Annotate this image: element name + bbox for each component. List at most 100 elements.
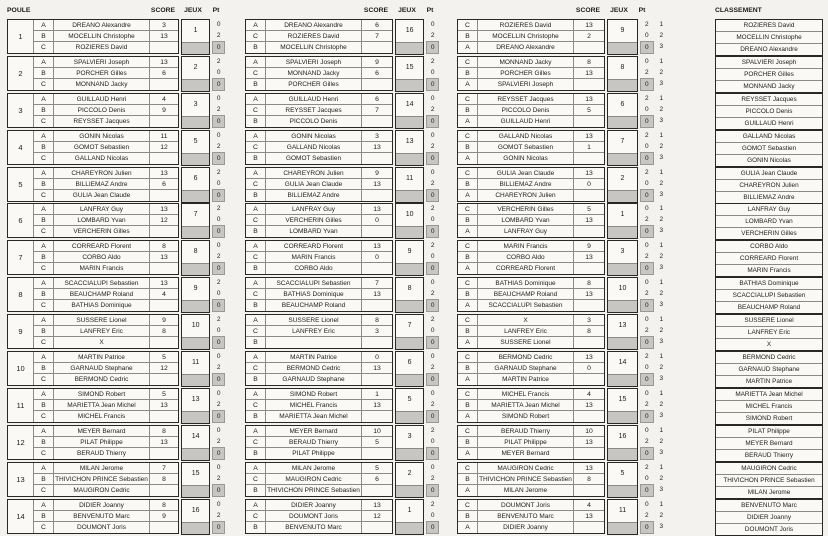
rank-label: 1 [659,94,664,102]
player-letter: B [458,399,478,411]
rank-label: 3 [659,227,664,235]
pool-block-round3: C GALLAND Nicolas 13 B GOMOT Sebastien 1… [457,129,669,167]
score-cell: 10 [574,426,604,437]
player-letter: B [246,78,266,90]
player-letter: A [458,226,478,238]
pt-column: 2 0 0 [640,462,654,497]
pool-block-round3: C BERAUD Thierry 10 B PILAT Philippe 13 … [457,424,669,462]
pt-column: 0 2 0 [212,388,225,423]
rank-column: 1 2 3 [654,499,669,532]
player-letter: A [458,484,478,496]
jeux-number: 5 [182,131,210,154]
pt-value-shaded: 0 [426,262,439,276]
pool-block-round3: C X 3 B LANFREY Eric 8 A SUSSERE Lionel … [457,314,669,351]
rank-label: 3 [659,190,664,198]
player-name: DOUMONT Joris [266,510,362,522]
round3-header: SCORE JEUX Pt [457,4,669,19]
jeux-box: 8 [395,277,425,314]
match-table: C MONNAND Jacky 8 B PORCHER Gilles 13 A … [457,55,605,91]
player-name: CHAREYRON Julien [54,167,150,179]
score-cell: 13 [574,68,604,79]
player-letter: C [246,252,266,264]
jeux-shaded-cell [396,448,424,460]
pt-column: 2 0 0 [212,203,225,239]
pt-value: 2 [216,253,221,261]
player-letter: B [246,374,266,386]
score-cell [362,153,392,164]
player-name: LOMBARD Yvan [266,226,362,238]
player-name: CORBO Aldo [478,252,574,264]
pt-value: 2 [216,142,221,150]
pt-value: 2 [216,400,221,408]
match-table: A GONIN Nicolas 3 C GALLAND Nicolas 13 B… [245,129,393,165]
pool-block-round2: A MILAN Jerome 5 C MAUGIRON Cedric 6 B T… [245,461,439,499]
score-cell [362,116,392,127]
score-cell: 13 [150,204,178,216]
score-cell [362,190,392,201]
classement-rank2-name: CHAREYRON Julien [716,180,822,192]
jeux-box: 7 [395,314,425,351]
jeux-shaded-cell [182,153,210,165]
pt-value: 2 [216,32,221,39]
player-letter: A [458,374,478,386]
match-table: 6 A LANFRAY Guy 13 B LOMBARD Yvan 12 C V… [7,203,179,239]
pt-value: 0 [216,463,221,471]
player-letter: A [246,167,266,179]
player-letter: B [34,141,54,153]
pool-block-round2: A SPALVIERI Joseph 9 C MONNAND Jacky 6 B… [245,55,439,93]
match-table: C MARIN Francis 9 B CORBO Aldo 13 A CORR… [457,240,605,276]
score-cell: 6 [362,474,392,485]
player-name: MONNAND Jacky [266,67,362,79]
pool-block-round2: A SIMOND Robert 1 C MICHEL Francis 13 B … [245,387,439,425]
pt-value-shaded: 0 [426,409,439,423]
player-name: SPALVIERI Joseph [54,56,150,68]
player-name: LANFREY Eric [478,326,574,338]
pt-value: 2 [644,463,649,471]
score-cell: 6 [150,179,178,190]
pool-block-round2: A GUILLAUD Henri 6 C REYSSET Jacques 7 B… [245,92,439,130]
pt-value: 2 [644,131,649,139]
pt-value: 0 [644,205,649,213]
pt-value: 2 [430,400,435,408]
score-cell: 13 [150,437,178,448]
score-cell: 13 [574,94,604,105]
pt-column: 0 2 0 [426,93,439,128]
pool-number: 2 [8,56,34,90]
jeux-shaded-cell [608,448,637,460]
pt-value: 0 [216,426,221,434]
player-letter: B [34,326,54,338]
jeux-box: 7 [181,203,211,240]
pt-value: 2 [430,426,435,434]
jeux-box: 16 [395,19,425,55]
match-table: C MAUGIRON Cedric 13 B THIVICHON PRINCE … [457,461,605,497]
score-cell: 8 [574,326,604,338]
score-cell [362,226,392,237]
player-name: THIVICHON PRINCE Sebastien [266,484,362,496]
pt-value-shaded: 0 [426,114,439,128]
classement-block: MAUGIRON Cedric THIVICHON PRINCE Sebasti… [715,461,823,499]
pool-block-round1: 6 A LANFRAY Guy 13 B LOMBARD Yvan 12 C V… [7,203,225,240]
player-letter: C [34,337,54,349]
pt-column: 2 0 0 [426,499,439,534]
match-table: C BATHIAS Dominique 8 B BEAUCHAMP Roland… [457,277,605,313]
match-table: A MEYER Bernard 10 C BERAUD Thierry 5 B … [245,424,393,460]
score-cell [362,337,392,348]
jeux-number: 15 [396,57,424,80]
player-letter: A [458,521,478,533]
rank-label: 3 [659,301,664,309]
pt-header-label: Pt [426,7,434,14]
score-cell: 9 [574,241,604,253]
rank-column: 1 2 3 [654,203,669,236]
player-letter: A [246,278,266,290]
pt-value: 2 [644,68,649,76]
player-letter: C [246,399,266,411]
pool-block-round2: A SCACCIALUPI Sebastien 7 C BATHIAS Domi… [245,277,439,314]
player-name: BERAUD Thierry [478,425,574,437]
player-letter: B [34,363,54,375]
pt-column: 2 0 0 [640,130,654,165]
score-cell: 0 [574,179,604,190]
jeux-number: 2 [608,168,637,191]
player-letter: B [458,436,478,448]
match-table: A MARTIN Patrice 0 C BERMOND Cedric 13 B… [245,351,393,387]
